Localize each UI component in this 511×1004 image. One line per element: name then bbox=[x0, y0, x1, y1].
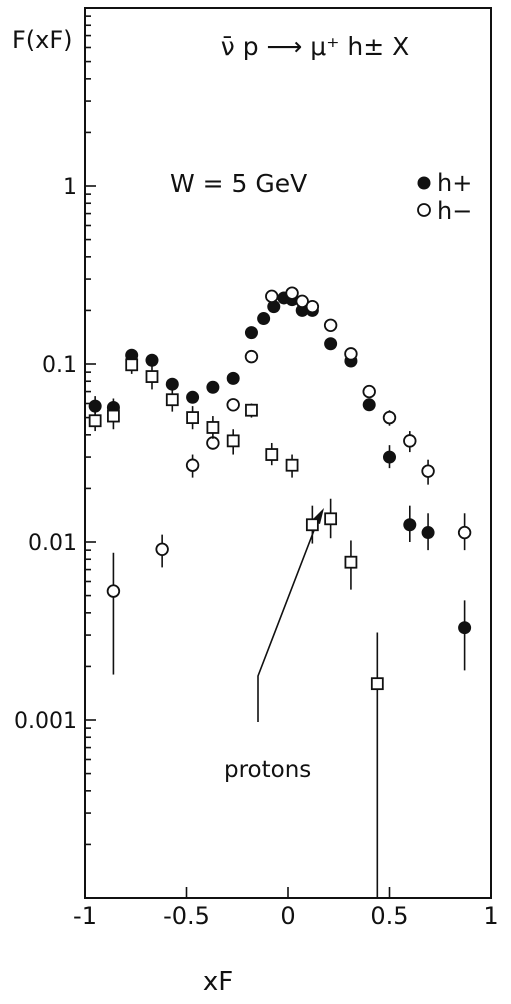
reaction-label: ν̄ p ⟶ μ⁺ h± X bbox=[221, 32, 409, 61]
protons-label: protons bbox=[224, 757, 311, 783]
y-tick-label: 1 bbox=[63, 175, 77, 200]
legend-entry-h-plus: h+ bbox=[437, 169, 472, 197]
data-point-filled-circle bbox=[383, 450, 396, 464]
data-points bbox=[88, 286, 472, 898]
series-h+ bbox=[88, 291, 472, 671]
data-point-open-circle bbox=[403, 434, 417, 448]
data-point-open-circle bbox=[323, 318, 338, 332]
protons-arrow bbox=[257, 519, 319, 722]
data-point-open-square bbox=[107, 409, 120, 423]
data-point-open-circle bbox=[344, 347, 358, 361]
data-point-open-square bbox=[344, 555, 358, 569]
data-point-open-square bbox=[206, 421, 220, 434]
data-point-filled-circle bbox=[458, 621, 472, 635]
data-point-open-circle bbox=[106, 584, 121, 598]
y-tick-label: 0.01 bbox=[28, 531, 77, 556]
data-point-open-square bbox=[285, 458, 299, 472]
data-point-open-square bbox=[88, 414, 102, 428]
data-point-open-circle bbox=[155, 542, 169, 556]
x-tick-label: 0.5 bbox=[370, 902, 408, 930]
series-protons bbox=[88, 356, 384, 898]
legend-entry-h-minus: h− bbox=[437, 197, 472, 225]
data-point-open-square bbox=[125, 358, 139, 372]
data-point-open-circle bbox=[226, 398, 240, 412]
data-point-filled-circle bbox=[362, 398, 376, 412]
x-tick-label: -0.5 bbox=[163, 902, 210, 930]
data-point-filled-circle bbox=[226, 371, 240, 385]
data-point-open-circle bbox=[421, 464, 435, 478]
data-point-open-square bbox=[265, 448, 279, 461]
data-point-open-circle bbox=[285, 286, 299, 300]
x-axis-label: xF bbox=[203, 967, 233, 997]
legend-marker-open-circle bbox=[417, 203, 431, 217]
data-point-filled-circle bbox=[421, 526, 435, 540]
y-tick-label: 0.1 bbox=[42, 353, 77, 378]
data-point-open-square bbox=[305, 518, 319, 532]
data-point-filled-circle bbox=[324, 337, 338, 351]
data-point-open-square bbox=[324, 512, 338, 526]
protons-annotation: protons bbox=[224, 508, 324, 783]
data-point-filled-circle bbox=[88, 399, 102, 413]
data-point-filled-circle bbox=[267, 300, 281, 314]
data-point-open-circle bbox=[206, 436, 220, 450]
data-point-filled-circle bbox=[257, 312, 271, 326]
x-tick-label: 0 bbox=[280, 902, 295, 930]
data-point-open-circle bbox=[362, 384, 376, 399]
x-tick-label: -1 bbox=[73, 902, 97, 930]
data-point-open-circle bbox=[457, 525, 472, 540]
data-point-open-square bbox=[370, 677, 384, 691]
data-point-open-square bbox=[226, 434, 240, 448]
series-h− bbox=[106, 286, 472, 675]
data-point-filled-circle bbox=[145, 353, 159, 367]
legend-marker-filled-circle bbox=[417, 176, 431, 190]
data-point-open-square bbox=[145, 370, 159, 383]
data-point-filled-circle bbox=[165, 377, 179, 391]
legend: h+ h− bbox=[417, 169, 472, 225]
data-point-filled-circle bbox=[206, 380, 220, 394]
data-point-open-circle bbox=[295, 294, 309, 309]
data-point-open-circle bbox=[382, 410, 397, 425]
x-axis: -1 -0.5 0 0.5 1 bbox=[73, 887, 499, 930]
x-tick-label: 1 bbox=[483, 902, 498, 930]
data-point-filled-circle bbox=[244, 326, 258, 340]
data-point-filled-circle bbox=[403, 518, 417, 532]
data-point-open-square bbox=[165, 393, 179, 407]
data-point-open-circle bbox=[185, 458, 200, 472]
y-axis-label: F(xF) bbox=[12, 26, 73, 54]
data-point-open-circle bbox=[244, 349, 259, 364]
y-tick-label: 0.001 bbox=[14, 709, 77, 734]
data-point-open-circle bbox=[265, 289, 279, 304]
data-point-open-square bbox=[186, 411, 199, 424]
data-point-open-square bbox=[245, 403, 258, 417]
condition-label: W = 5 GeV bbox=[170, 169, 307, 198]
data-point-filled-circle bbox=[186, 390, 200, 404]
data-point-open-circle bbox=[305, 299, 320, 314]
y-axis: 0.001 0.01 0.1 1 bbox=[14, 15, 96, 846]
